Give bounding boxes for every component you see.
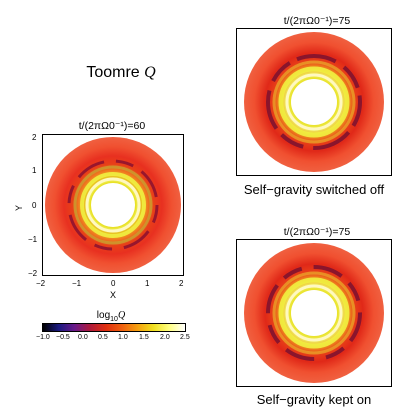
bottom-right-time-label: t/(2πΩ0⁻¹)=75 [283, 226, 351, 238]
colorbar-tick-label: 2.0 [160, 334, 170, 341]
figure-title: Toomre Q [86, 64, 156, 81]
colorbar-tick-label: 0.0 [78, 334, 88, 341]
bottom-right-caption: Self−gravity kept on [256, 392, 372, 407]
top-right-time-label: t/(2πΩ0⁻¹)=75 [283, 15, 351, 27]
colorbar-tick-label: −0.5 [56, 334, 70, 341]
colorbar-tick-label: 0.5 [98, 334, 108, 341]
colorbar-tick-label: 1.5 [139, 334, 149, 341]
x-tick-label: 0 [111, 279, 116, 288]
x-tick-label: 2 [179, 279, 184, 288]
y-tick-label: −2 [28, 269, 38, 278]
bottom-right-panel-plot [236, 239, 392, 387]
bottom-right-disk-image [244, 243, 384, 383]
colorbar-tick-label: 1.0 [118, 334, 128, 341]
left-disk-image [45, 137, 181, 273]
colorbar [42, 323, 186, 332]
y-tick-label: 1 [32, 166, 37, 175]
colorbar-tick-label: −1.0 [36, 334, 50, 341]
colorbar-title: log10Q [96, 310, 126, 323]
top-right-caption: Self−gravity switched off [243, 182, 385, 197]
colorbar-ticks: −1.0 −0.5 0.0 0.5 1.0 1.5 2.0 2.5 [36, 334, 196, 344]
top-right-panel-plot [236, 28, 392, 176]
y-tick-label: −1 [28, 235, 38, 244]
colorbar-tick-label: 2.5 [180, 334, 190, 341]
y-axis-label: Y [14, 204, 25, 212]
x-tick-label: −2 [36, 279, 46, 288]
left-panel-plot [42, 134, 184, 276]
left-panel-time-label: t/(2πΩ0⁻¹)=60 [78, 120, 146, 132]
y-tick-label: 2 [32, 133, 37, 142]
x-axis-label: X [110, 290, 117, 300]
y-tick-label: 0 [32, 201, 37, 210]
x-tick-label: −1 [72, 279, 82, 288]
x-tick-label: 1 [145, 279, 150, 288]
top-right-disk-image [244, 32, 384, 172]
